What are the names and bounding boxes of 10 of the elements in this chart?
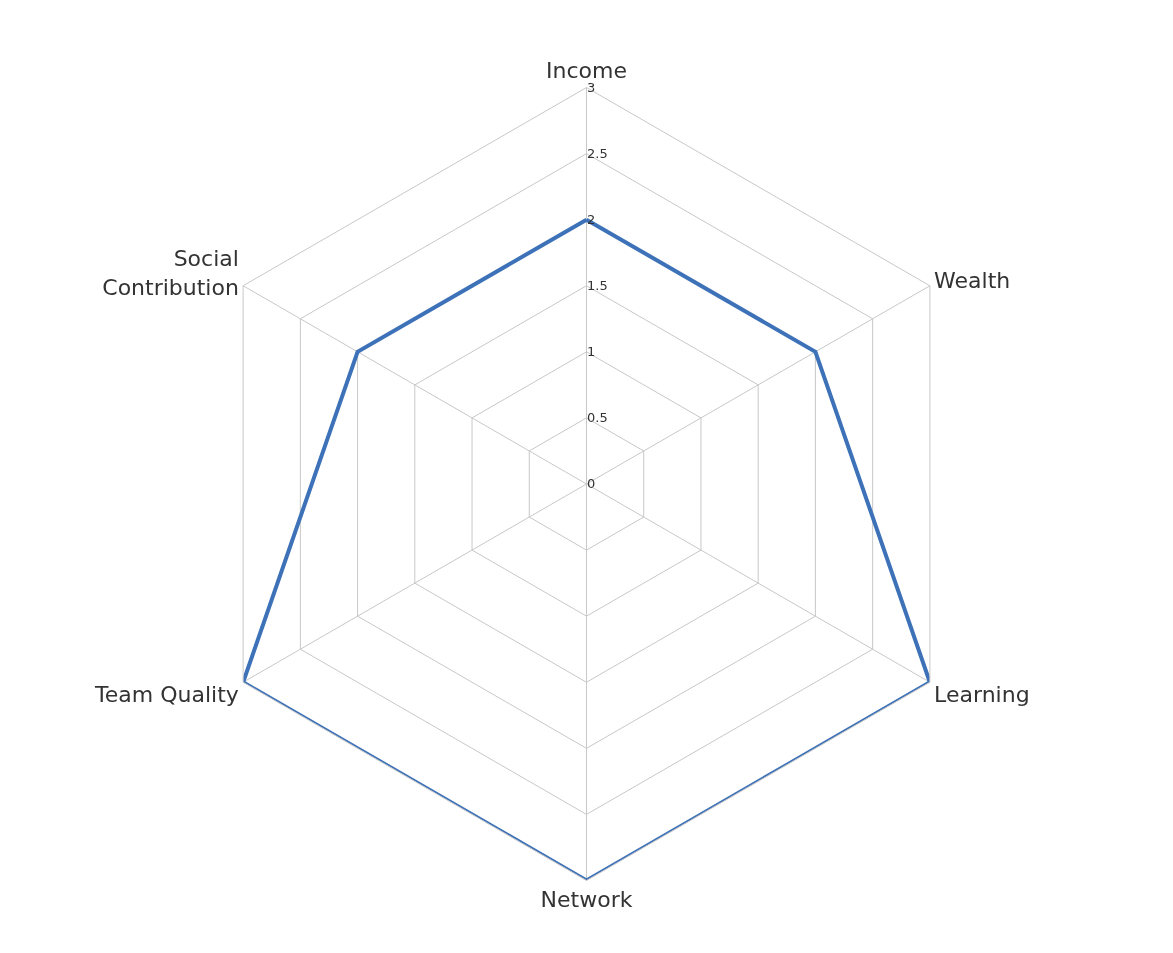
spoke-label: Social Contribution xyxy=(102,246,239,300)
y-tick-label: 1 xyxy=(587,344,596,360)
spoke-label: Wealth xyxy=(934,267,1011,293)
y-tick-label: 0 xyxy=(587,476,596,492)
spoke-label: Learning xyxy=(934,682,1030,708)
y-tick-label: 0.5 xyxy=(587,410,608,426)
y-tick-label: 2.5 xyxy=(587,145,608,161)
spoke-label: Network xyxy=(540,887,633,913)
y-tick-label: 1.5 xyxy=(587,277,608,293)
spoke-label: Team Quality xyxy=(94,682,239,708)
